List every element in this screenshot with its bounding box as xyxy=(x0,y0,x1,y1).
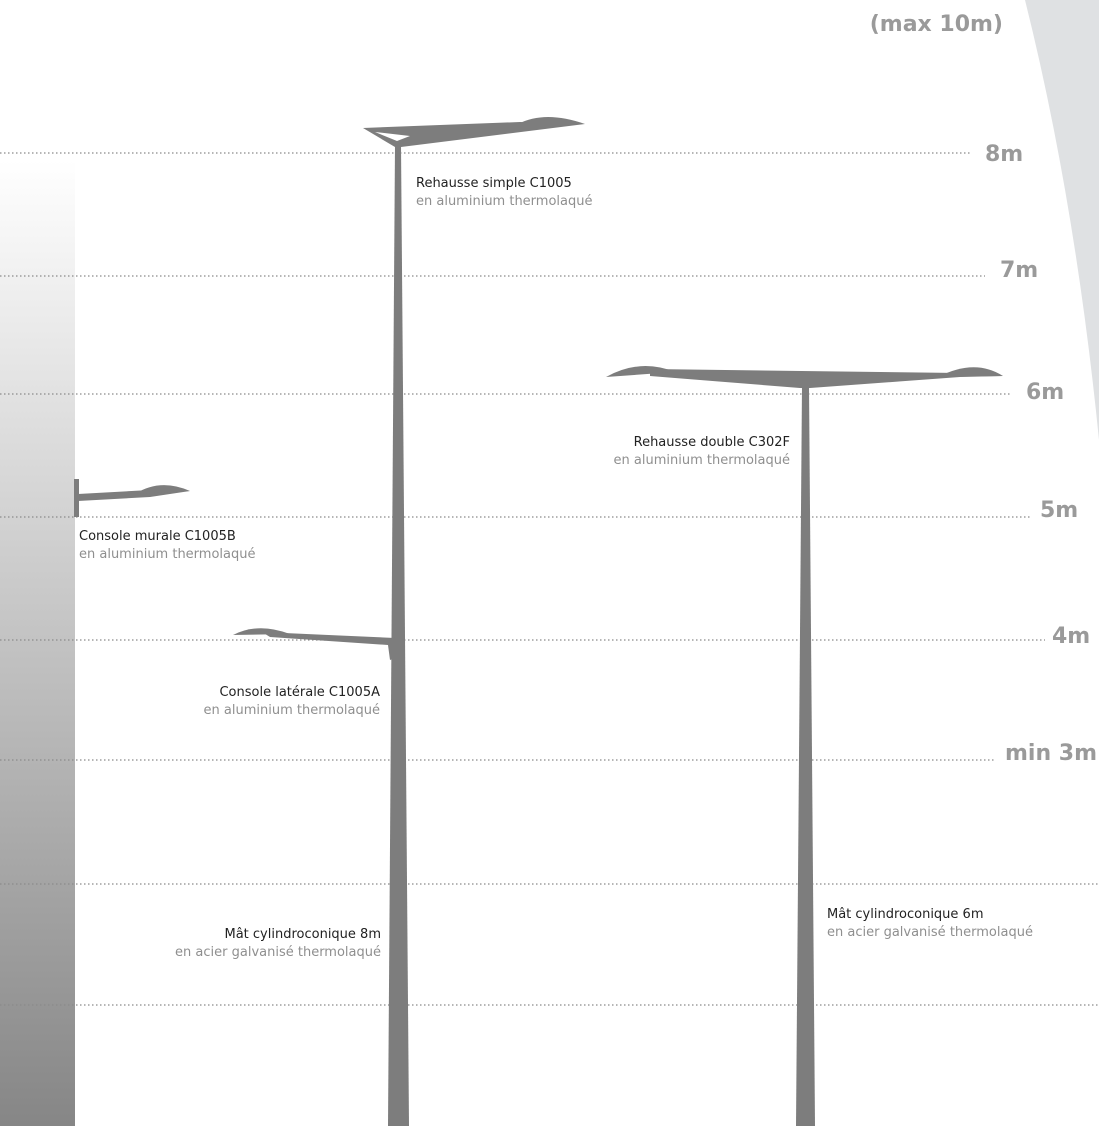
wall-plate xyxy=(74,479,79,517)
component-name: Rehausse simple C1005 xyxy=(416,176,572,191)
component-material: en aluminium thermolaqué xyxy=(416,194,592,209)
component-name: Mât cylindroconique 8m xyxy=(225,927,382,942)
lamp-head xyxy=(135,485,190,494)
component-material: en aluminium thermolaqué xyxy=(204,703,380,718)
bracket xyxy=(78,490,190,501)
background-shape xyxy=(1025,0,1099,440)
component-material: en acier galvanisé thermolaqué xyxy=(175,945,381,960)
lamp-head xyxy=(606,366,675,377)
component-material: en acier galvanisé thermolaqué xyxy=(827,925,1033,940)
component-name: Console murale C1005B xyxy=(79,529,236,544)
component-material: en aluminium thermolaqué xyxy=(79,547,255,562)
lamp-head xyxy=(518,117,585,124)
component-name: Rehausse double C302F xyxy=(634,435,790,450)
component-name: Console latérale C1005A xyxy=(219,685,380,700)
height-label: 7m xyxy=(1000,258,1038,283)
lamp-head xyxy=(938,367,1003,377)
height-label: min 3m xyxy=(1005,741,1097,766)
height-label: 6m xyxy=(1026,380,1064,405)
pole xyxy=(388,145,409,1126)
bracket xyxy=(650,369,1003,388)
lamp-head xyxy=(233,628,290,635)
height-label: 5m xyxy=(1040,498,1078,523)
bracket xyxy=(363,122,585,147)
bracket xyxy=(262,632,395,660)
height-label: (max 10m) xyxy=(870,12,1003,37)
component-name: Mât cylindroconique 6m xyxy=(827,907,984,922)
height-label: 8m xyxy=(985,142,1023,167)
wall xyxy=(0,160,75,1126)
pole xyxy=(796,386,815,1126)
component-material: en aluminium thermolaqué xyxy=(614,453,790,468)
height-label: 4m xyxy=(1052,624,1090,649)
